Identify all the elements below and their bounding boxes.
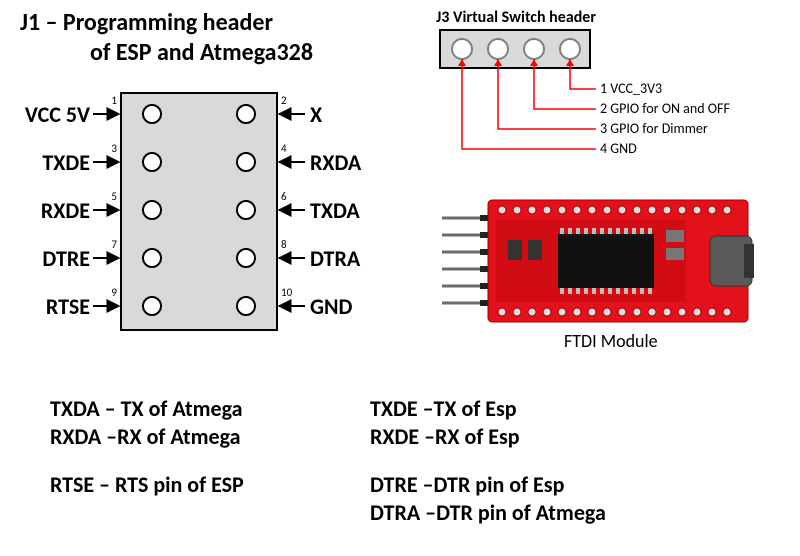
svg-text:X: X <box>310 101 323 128</box>
j1-title-line1: J1 – Programming header <box>20 8 273 37</box>
svg-text:4: 4 <box>281 142 287 155</box>
svg-text:RXDA –RX of Atmega: RXDA –RX of Atmega <box>50 423 241 450</box>
svg-text:TXDA – TX of Atmega: TXDA – TX of Atmega <box>50 395 243 422</box>
svg-text:TXDE: TXDE <box>42 149 90 176</box>
svg-text:8: 8 <box>281 238 287 251</box>
ftdi-label: FTDI Module <box>564 330 658 352</box>
j3-title: J3 Virtual Switch header <box>436 8 596 27</box>
svg-text:7: 7 <box>111 238 117 251</box>
svg-text:9: 9 <box>111 286 117 299</box>
diagram-canvas: 1 2 VCC 5V X 3 4 TXDE RXDA 5 6 RXDE TXDA 7 8 DTRE DTRA 9… <box>0 0 800 556</box>
svg-text:3: 3 <box>111 142 117 155</box>
svg-text:RXDA: RXDA <box>310 149 362 176</box>
svg-text:RTSE: RTSE <box>46 293 90 320</box>
svg-text:DTRE –DTR pin of Esp: DTRE –DTR pin of Esp <box>370 471 565 498</box>
svg-text:DTRA: DTRA <box>310 245 361 272</box>
j1-title-line2: of ESP and Atmega328 <box>90 38 313 67</box>
svg-text:10: 10 <box>281 286 293 299</box>
svg-text:RXDE –RX of Esp: RXDE –RX of Esp <box>370 423 520 450</box>
svg-text:VCC 5V: VCC 5V <box>25 101 90 128</box>
svg-text:3 GPIO for Dimmer: 3 GPIO for Dimmer <box>600 120 708 137</box>
svg-text:DTRE: DTRE <box>42 245 90 272</box>
svg-text:TXDE –TX of Esp: TXDE –TX of Esp <box>370 395 517 422</box>
svg-text:RTSE – RTS pin of ESP: RTSE – RTS pin of ESP <box>50 471 244 498</box>
svg-text:GND: GND <box>310 293 353 320</box>
svg-text:4 GND: 4 GND <box>600 140 637 157</box>
svg-text:2: 2 <box>281 94 287 107</box>
svg-text:RXDE: RXDE <box>41 197 90 224</box>
svg-text:TXDA: TXDA <box>310 197 360 224</box>
svg-text:2 GPIO for ON and OFF: 2 GPIO for ON and OFF <box>600 100 730 117</box>
svg-text:6: 6 <box>281 190 287 203</box>
svg-text:DTRA –DTR pin of Atmega: DTRA –DTR pin of Atmega <box>370 499 606 526</box>
svg-text:1: 1 <box>111 94 117 107</box>
svg-text:5: 5 <box>111 190 117 203</box>
svg-text:1 VCC_3V3: 1 VCC_3V3 <box>600 80 662 97</box>
